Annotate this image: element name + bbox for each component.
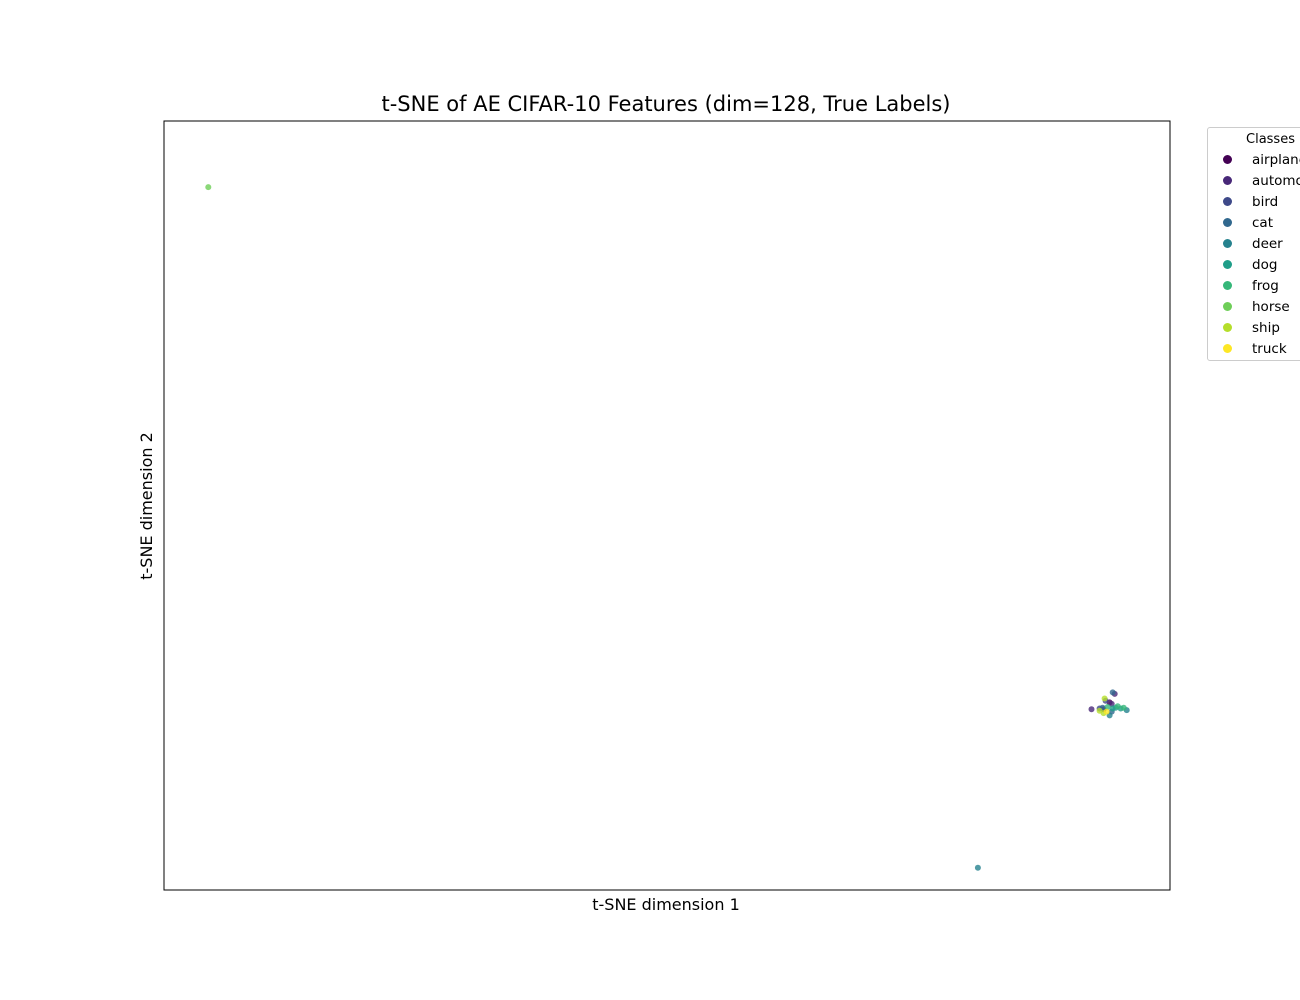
legend-marker-deer <box>1223 239 1232 248</box>
scatter-point-dog <box>1109 705 1116 712</box>
legend-items: airplane automobile bird cat deer dog frog hors… <box>1208 149 1300 359</box>
legend-label-deer: deer <box>1252 235 1283 252</box>
legend-item-bird: bird <box>1208 191 1300 212</box>
legend-marker-automobile <box>1223 176 1232 185</box>
legend-item-horse: horse <box>1208 296 1300 317</box>
legend-marker-cat <box>1223 218 1232 227</box>
legend-marker-bird <box>1223 197 1232 206</box>
legend: Classes airplane automobile bird cat deer dog… <box>1207 127 1300 361</box>
legend-label-dog: dog <box>1252 256 1278 273</box>
legend-label-ship: ship <box>1252 319 1280 336</box>
points-layer <box>205 184 1130 871</box>
legend-title: Classes <box>1246 132 1295 147</box>
scatter-point-horse <box>205 184 212 191</box>
legend-marker-airplane <box>1223 155 1232 164</box>
legend-marker-ship <box>1223 323 1232 332</box>
legend-item-truck: truck <box>1208 338 1300 359</box>
legend-marker-dog <box>1223 260 1232 269</box>
scatter-point-frog <box>1114 703 1121 710</box>
legend-item-airplane: airplane <box>1208 149 1300 170</box>
scatter-point-ship <box>1101 695 1108 702</box>
plot-area <box>163 120 1171 891</box>
scatter-point-automobile <box>1088 706 1095 713</box>
legend-marker-frog <box>1223 281 1232 290</box>
legend-item-frog: frog <box>1208 275 1300 296</box>
legend-label-horse: horse <box>1252 298 1290 315</box>
scatter-point-frog <box>1120 704 1127 711</box>
legend-label-automobile: automobile <box>1252 172 1300 189</box>
scatter-point-cat <box>1109 689 1116 696</box>
scatter-point-truck <box>1103 708 1110 715</box>
legend-item-ship: ship <box>1208 317 1300 338</box>
x-axis-label: t-SNE dimension 1 <box>592 895 740 914</box>
legend-label-airplane: airplane <box>1252 151 1300 168</box>
legend-item-automobile: automobile <box>1208 170 1300 191</box>
legend-label-cat: cat <box>1252 214 1273 231</box>
scatter-point-frog <box>1104 704 1111 710</box>
y-axis-label: t-SNE dimension 2 <box>137 432 156 580</box>
legend-item-dog: dog <box>1208 254 1300 275</box>
chart-title: t-SNE of AE CIFAR-10 Features (dim=128, … <box>382 92 951 116</box>
legend-label-truck: truck <box>1252 340 1287 357</box>
legend-marker-truck <box>1223 344 1232 353</box>
legend-marker-horse <box>1223 302 1232 311</box>
legend-item-cat: cat <box>1208 212 1300 233</box>
legend-label-bird: bird <box>1252 193 1279 210</box>
legend-label-frog: frog <box>1252 277 1279 294</box>
legend-item-deer: deer <box>1208 233 1300 254</box>
scatter-point-automobile <box>1108 700 1115 707</box>
scatter-point-deer <box>974 864 981 871</box>
